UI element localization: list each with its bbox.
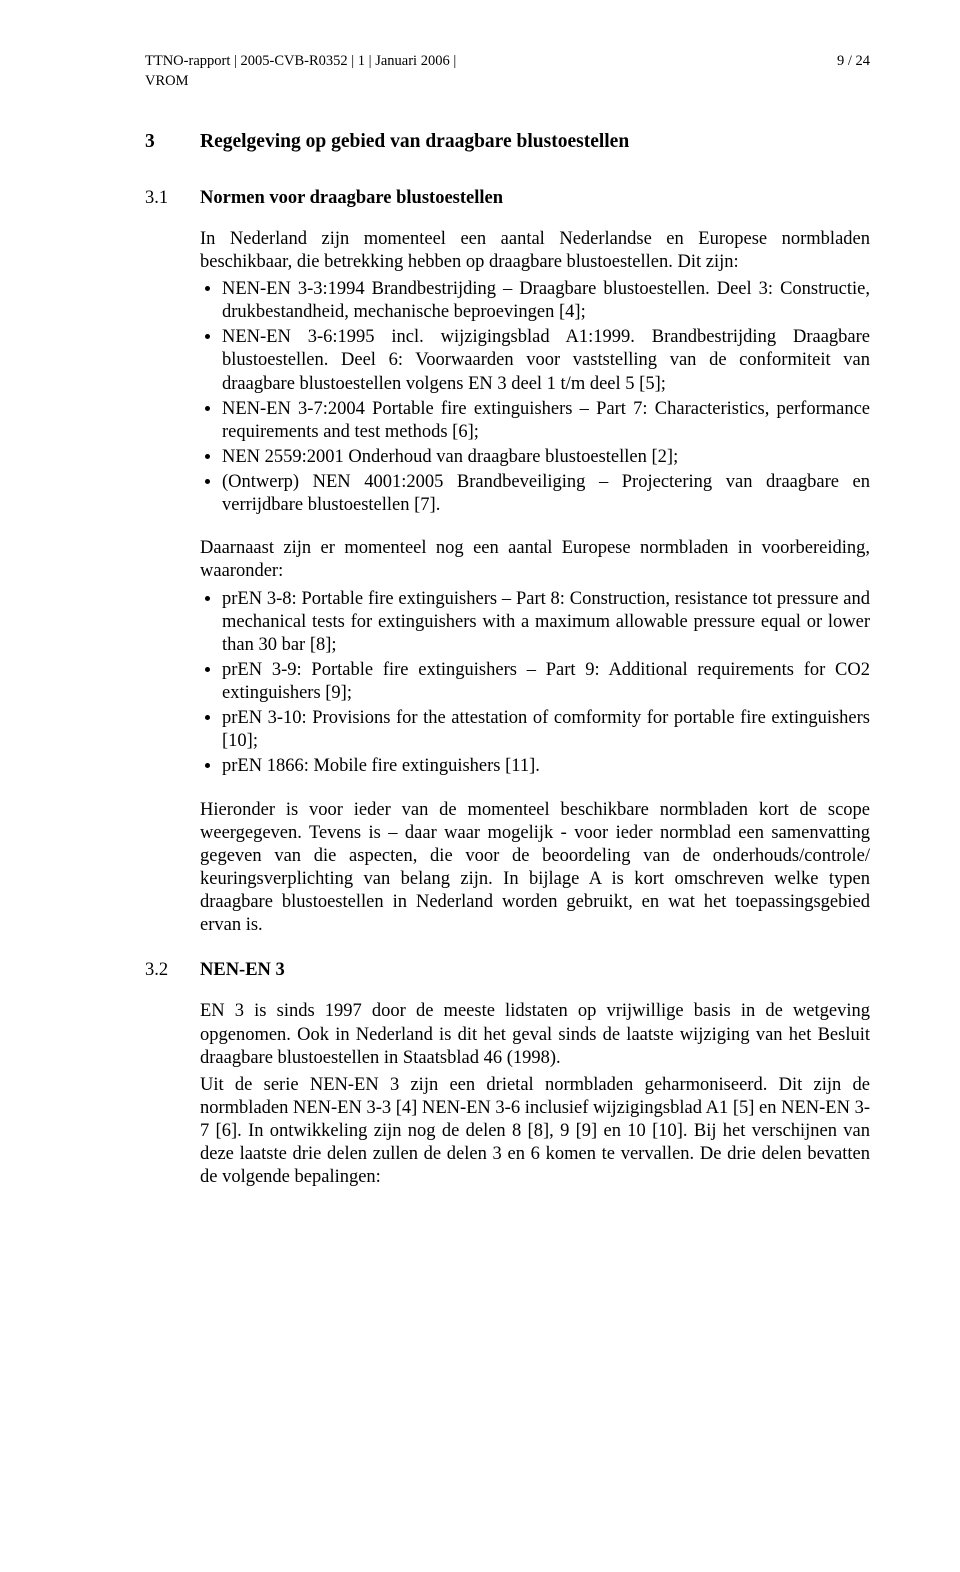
header-left: TTNO-rapport | 2005-CVB-R0352 | 1 | Janu… [145,52,456,70]
list-item: NEN-EN 3-7:2004 Portable fire extinguish… [222,398,870,444]
header-page-number: 9 / 24 [837,52,870,70]
page-header: TTNO-rapport | 2005-CVB-R0352 | 1 | Janu… [145,52,870,70]
section-title: Regelgeving op gebied van draagbare blus… [200,130,629,154]
subsection-3-1-heading: 3.1 Normen voor draagbare blustoestellen [145,187,870,210]
paragraph-3-2-a: EN 3 is sinds 1997 door de meeste lidsta… [200,1000,870,1069]
header-sub: VROM [145,72,870,90]
list-item: prEN 3-8: Portable fire extinguishers – … [222,588,870,657]
norm-list-2: prEN 3-8: Portable fire extinguishers – … [200,588,870,779]
subsection-3-2-heading: 3.2 NEN-EN 3 [145,959,870,982]
subsection-title: Normen voor draagbare blustoestellen [200,187,503,210]
list-item: NEN-EN 3-3:1994 Brandbestrijding – Draag… [222,278,870,324]
subsection-3-1-body: In Nederland zijn momenteel een aantal N… [200,228,870,938]
section-heading: 3 Regelgeving op gebied van draagbare bl… [145,130,870,154]
subsection-number: 3.2 [145,959,200,982]
list-item: prEN 1866: Mobile fire extinguishers [11… [222,755,870,778]
norm-list-1: NEN-EN 3-3:1994 Brandbestrijding – Draag… [200,278,870,517]
list-item: NEN-EN 3-6:1995 incl. wijzigingsblad A1:… [222,326,870,395]
intro-paragraph: In Nederland zijn momenteel een aantal N… [200,228,870,274]
subsection-3-2-body: EN 3 is sinds 1997 door de meeste lidsta… [200,1000,870,1189]
section-number: 3 [145,130,200,154]
paragraph-3-2-b: Uit de serie NEN-EN 3 zijn een drietal n… [200,1074,870,1190]
document-page: TTNO-rapport | 2005-CVB-R0352 | 1 | Janu… [0,0,960,1572]
subsection-title: NEN-EN 3 [200,959,285,982]
list-item: prEN 3-9: Portable fire extinguishers – … [222,659,870,705]
paragraph-3: Hieronder is voor ieder van de momenteel… [200,799,870,938]
list-item: (Ontwerp) NEN 4001:2005 Brandbeveiliging… [222,471,870,517]
list-item: prEN 3-10: Provisions for the attestatio… [222,707,870,753]
paragraph-2: Daarnaast zijn er momenteel nog een aant… [200,537,870,583]
subsection-number: 3.1 [145,187,200,210]
list-item: NEN 2559:2001 Onderhoud van draagbare bl… [222,446,870,469]
